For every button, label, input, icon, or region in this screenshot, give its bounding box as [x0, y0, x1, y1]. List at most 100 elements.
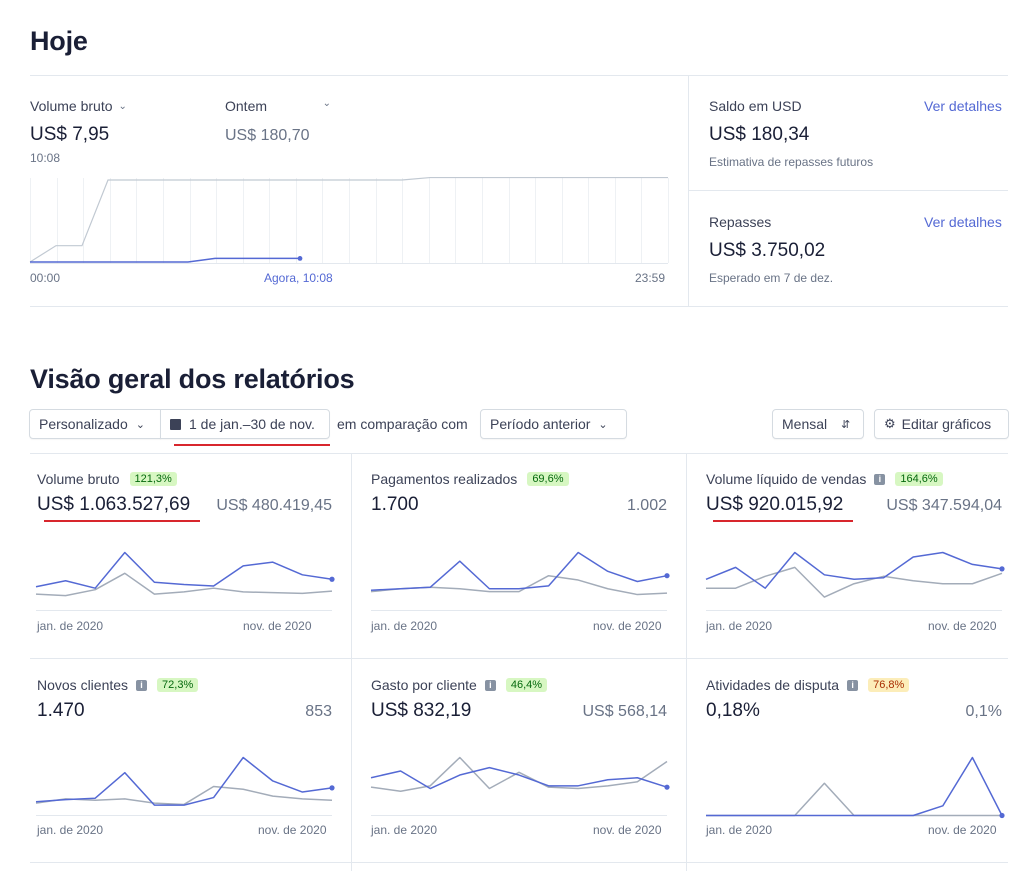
x-axis-end: nov. de 2020 — [243, 619, 312, 633]
compare-select-label: Período anterior — [490, 416, 591, 432]
payouts-note: Esperado em 7 de dez. — [709, 271, 834, 285]
card-value: US$ 920.015,92 — [706, 494, 844, 515]
range-select-label: Personalizado — [39, 416, 128, 432]
previous-period-line — [370, 574, 668, 596]
growth-badge: 121,3% — [129, 472, 177, 486]
reports-grid-middle — [30, 658, 1008, 659]
x-axis-start: jan. de 2020 — [371, 619, 438, 633]
x-axis-start: jan. de 2020 — [37, 619, 104, 633]
current-period-line — [35, 756, 333, 806]
report-chart — [35, 756, 335, 816]
x-axis-end: nov. de 2020 — [593, 619, 662, 633]
range-select[interactable]: Personalizado ⌄ — [29, 409, 161, 439]
gross-volume-label: Volume bruto — [30, 98, 113, 114]
card-title-text: Pagamentos realizados — [371, 471, 518, 487]
x-axis-end: nov. de 2020 — [928, 619, 997, 633]
payouts-details-link[interactable]: Ver detalhes — [924, 214, 1002, 230]
current-period-endpoint — [999, 812, 1005, 819]
current-period-line — [705, 551, 1003, 589]
report-card-title[interactable]: Volume líquido de vendas i 164,6% — [706, 471, 943, 487]
gross-volume-value: US$ 7,95 — [30, 124, 110, 145]
calendar-icon — [170, 418, 181, 430]
card-previous-value: US$ 347.594,04 — [886, 497, 1002, 514]
yesterday-label: Ontem — [225, 98, 268, 114]
card-value: US$ 832,19 — [371, 700, 472, 721]
report-card-title[interactable]: Pagamentos realizados 69,6% — [371, 471, 569, 487]
today-line — [30, 257, 300, 263]
report-card-title[interactable]: Atividades de disputa i 76,8% — [706, 677, 910, 693]
interval-select[interactable]: Mensal ⇵ — [772, 409, 864, 439]
x-axis-start: jan. de 2020 — [37, 823, 104, 837]
info-icon[interactable]: i — [484, 679, 496, 691]
gear-icon: ⚙ — [884, 416, 896, 431]
interval-select-label: Mensal — [782, 416, 828, 432]
card-value: 1.700 — [371, 494, 419, 515]
card-previous-value: US$ 568,14 — [582, 703, 667, 720]
today-axis-end: 23:59 — [635, 271, 666, 285]
card-title-text: Gasto por cliente — [371, 677, 477, 693]
today-chart — [29, 176, 669, 264]
x-axis-start: jan. de 2020 — [371, 823, 438, 837]
today-title: Hoje — [30, 26, 88, 56]
reports-grid-v2 — [686, 453, 687, 871]
report-card-title[interactable]: Gasto por cliente i 46,4% — [371, 677, 548, 693]
payouts-value: US$ 3.750,02 — [709, 240, 826, 261]
report-chart — [705, 551, 1005, 611]
compare-text: em comparação com — [337, 416, 468, 432]
previous-period-line — [706, 566, 1003, 598]
card-value: US$ 1.063.527,69 — [37, 494, 191, 515]
previous-period-line — [370, 756, 668, 792]
date-range-button[interactable]: 1 de jan.–30 de nov. — [160, 409, 330, 439]
card-previous-value: 1.002 — [626, 497, 667, 514]
yesterday-select[interactable]: Ontem ⌄ — [225, 98, 331, 114]
balance-details-link[interactable]: Ver detalhes — [924, 98, 1002, 114]
report-card-title[interactable]: Novos clientes i 72,3% — [37, 677, 199, 693]
previous-period-line — [706, 782, 1002, 817]
balance-divider — [689, 190, 1008, 191]
edit-charts-button[interactable]: ⚙ Editar gráficos — [874, 409, 1009, 439]
x-axis-end: nov. de 2020 — [258, 823, 327, 837]
balance-label: Saldo em USD — [709, 98, 802, 114]
previous-period-line — [35, 785, 333, 806]
current-period-endpoint — [329, 785, 335, 791]
growth-badge: 69,6% — [527, 472, 569, 486]
growth-badge: 72,3% — [157, 678, 199, 692]
today-top-divider — [30, 75, 1008, 76]
chevron-down-icon: ⌄ — [598, 418, 608, 431]
previous-period-line — [35, 572, 333, 597]
current-period-line — [370, 551, 668, 591]
info-icon[interactable]: i — [874, 473, 886, 485]
report-chart — [370, 756, 670, 816]
balance-note: Estimativa de repasses futuros — [709, 155, 874, 169]
x-axis-end: nov. de 2020 — [593, 823, 662, 837]
report-chart — [35, 551, 335, 611]
edit-charts-label: Editar gráficos — [901, 416, 992, 432]
card-previous-value: US$ 480.419,45 — [216, 497, 332, 514]
card-value: 1.470 — [37, 700, 85, 721]
yesterday-value: US$ 180,70 — [225, 127, 310, 144]
x-axis-end: nov. de 2020 — [928, 823, 997, 837]
growth-badge: 164,6% — [895, 472, 943, 486]
compare-select[interactable]: Período anterior ⌄ — [480, 409, 627, 439]
gross-volume-select[interactable]: Volume bruto ⌄ — [30, 98, 127, 114]
x-axis-start: jan. de 2020 — [706, 619, 773, 633]
date-range-highlight — [174, 444, 330, 446]
growth-badge: 76,8% — [868, 678, 910, 692]
balance-value: US$ 180,34 — [709, 124, 810, 145]
report-card-title[interactable]: Volume bruto 121,3% — [37, 471, 177, 487]
info-icon[interactable]: i — [847, 679, 859, 691]
info-icon[interactable]: i — [136, 679, 148, 691]
card-title-text: Atividades de disputa — [706, 677, 840, 693]
current-period-line — [35, 551, 333, 589]
x-axis-start: jan. de 2020 — [706, 823, 773, 837]
current-period-line — [706, 756, 1003, 817]
gross-volume-time: 10:08 — [30, 151, 61, 165]
current-period-endpoint — [999, 566, 1005, 572]
report-chart — [370, 551, 670, 611]
date-range-label: 1 de jan.–30 de nov. — [189, 416, 315, 432]
payouts-label: Repasses — [709, 214, 772, 230]
yesterday-line — [29, 176, 668, 263]
card-title-text: Novos clientes — [37, 677, 129, 693]
growth-badge: 46,4% — [505, 678, 548, 692]
current-period-endpoint — [329, 576, 335, 582]
